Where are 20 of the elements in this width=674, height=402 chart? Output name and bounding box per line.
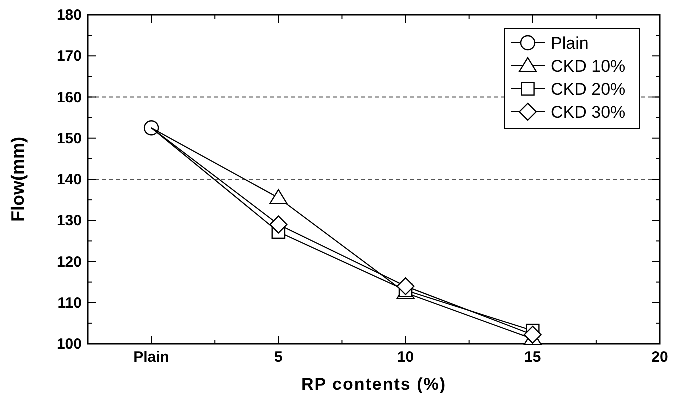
y-tick-label: 170 [56, 48, 82, 66]
x-tick-label: Plain [134, 349, 170, 366]
y-tick-label: 140 [56, 172, 82, 188]
legend-label: CKD 10% [551, 57, 626, 76]
y-tick-label: 150 [56, 130, 82, 148]
legend-label: CKD 20% [551, 80, 626, 99]
x-tick-label: 5 [274, 349, 283, 366]
y-tick-label: 120 [56, 254, 82, 271]
y-axis-title: Flow(mm) [8, 137, 28, 222]
y-tick-label: 180 [56, 7, 82, 24]
x-tick-label: 20 [652, 349, 668, 366]
legend-label: Plain [551, 34, 589, 53]
x-tick-label: 15 [524, 349, 542, 366]
legend-label: CKD 30% [551, 103, 626, 122]
x-axis-title: RP contents (%) [301, 375, 447, 394]
y-tick-label: 110 [58, 294, 82, 312]
y-tick-label: 160 [56, 89, 82, 106]
y-tick-label: 130 [56, 212, 82, 230]
y-tick-label: 100 [56, 336, 82, 353]
x-tick-label: 10 [397, 349, 414, 366]
